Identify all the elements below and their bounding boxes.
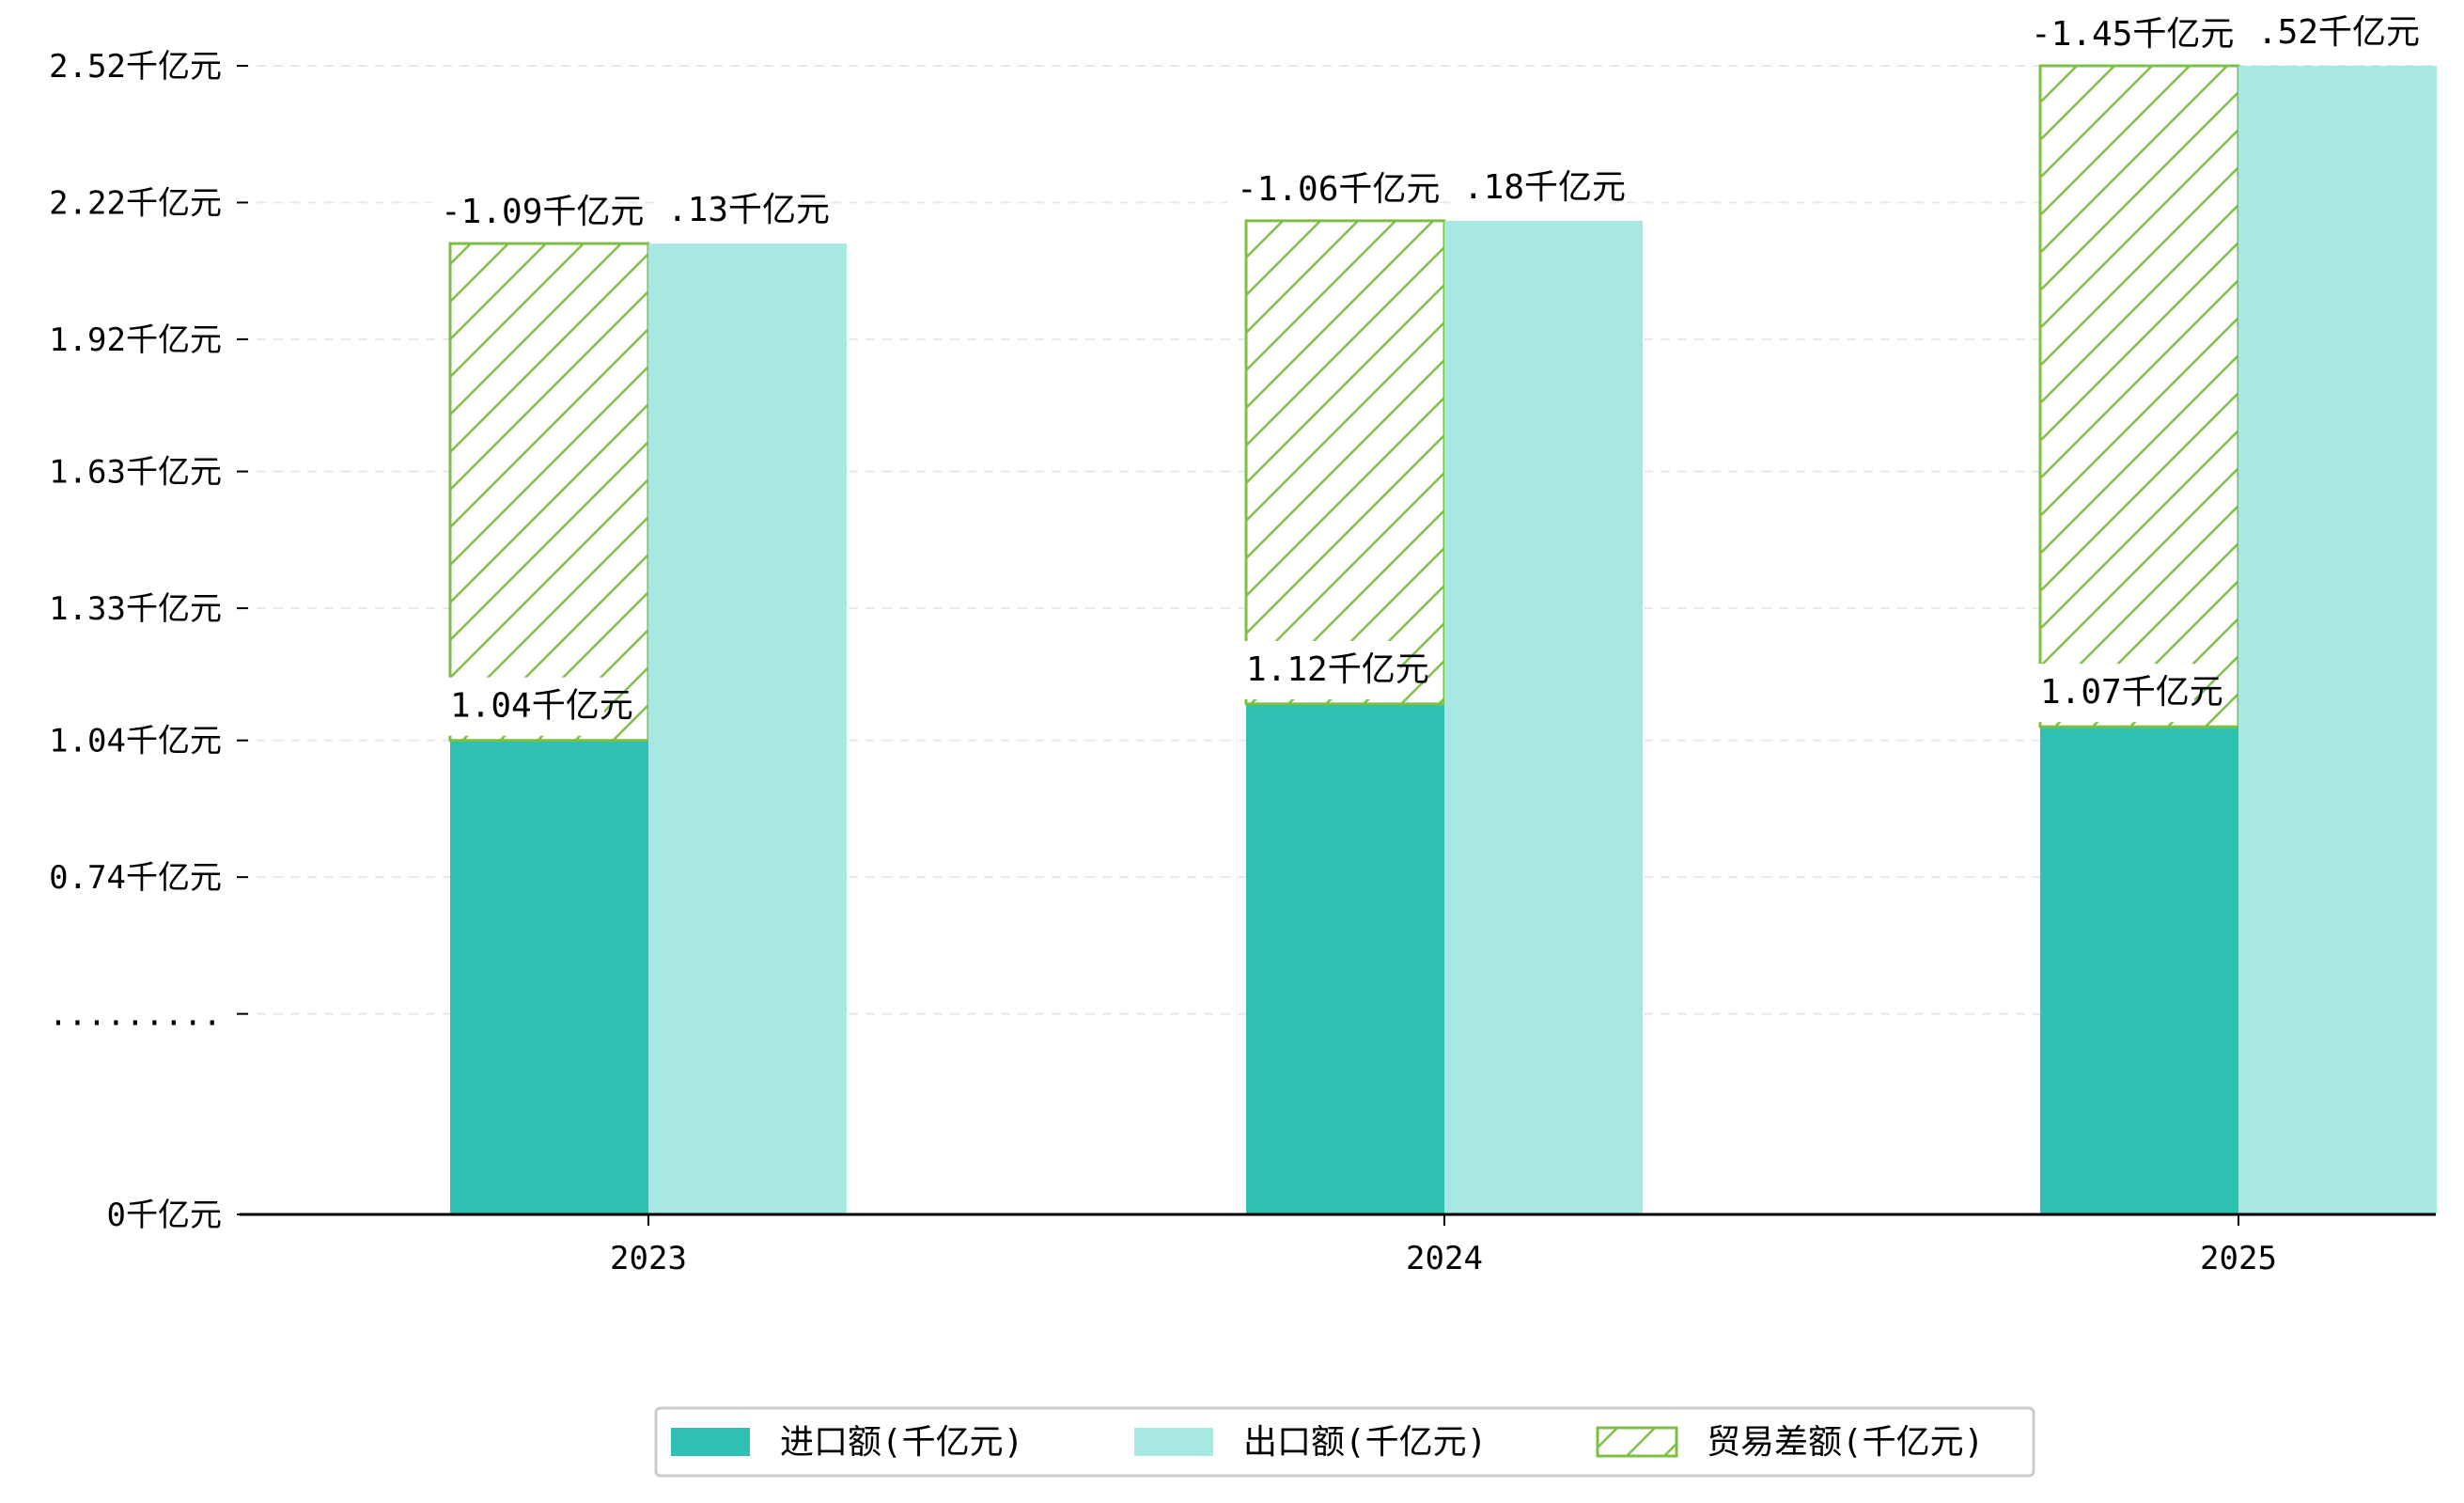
import-label-group: 1.07千亿元	[2031, 664, 2223, 723]
y-tick-label-3: 1.04千亿元	[49, 723, 222, 760]
export-label-box	[2248, 4, 2391, 62]
x-tick-label-2025: 2025	[2200, 1240, 2277, 1277]
import-label-group: 1.04千亿元	[441, 677, 633, 736]
balance-label: -1.45千亿元	[2031, 15, 2234, 54]
legend-label-export: 出口额(千亿元)	[1243, 1423, 1487, 1462]
balance-bar	[448, 242, 650, 743]
import-bar	[450, 740, 648, 1214]
balance-label-box	[431, 183, 616, 243]
legend-swatch-import	[671, 1428, 750, 1456]
balance-label-box	[1227, 160, 1411, 219]
export-bar	[648, 243, 847, 1215]
export-bar	[2238, 66, 2437, 1214]
x-tick-label-2023: 2023	[610, 1240, 687, 1277]
import-label: 1.12千亿元	[1246, 650, 1429, 689]
import-label: 1.04千亿元	[450, 687, 633, 726]
export-label-group: .18千亿元	[1454, 158, 1626, 217]
y-tick-label-7: 2.22千亿元	[49, 184, 222, 222]
export-label: .18千亿元	[1463, 168, 1626, 207]
balance-label: -1.06千亿元	[1237, 170, 1440, 209]
legend-label-import: 进口额(千亿元)	[780, 1423, 1023, 1462]
balance-label-group: -1.45千亿元	[2021, 6, 2234, 64]
export-label-group: .52千亿元	[2248, 4, 2420, 62]
bars	[448, 64, 2437, 1215]
bar-labels: -1.09千亿元 .13千亿元 1.04千亿元 -1.06千亿元 .18千亿元 1.12千…	[431, 4, 2420, 736]
balance-label-box	[2021, 6, 2206, 64]
export-label: .13千亿元	[667, 191, 830, 229]
import-bar	[1246, 703, 1444, 1214]
x-tick-label-2024: 2024	[1406, 1240, 1483, 1277]
export-label-group: .13千亿元	[658, 181, 830, 241]
balance-label-group: -1.06千亿元	[1227, 160, 1440, 219]
y-tick-label-4: 1.33千亿元	[49, 590, 222, 628]
y-tick-label-8: 2.52千亿元	[49, 48, 222, 86]
balance-label: -1.09千亿元	[441, 193, 644, 231]
import-bar	[2040, 727, 2238, 1214]
export-label: .52千亿元	[2257, 13, 2420, 52]
y-tick-label-6: 1.92千亿元	[49, 321, 222, 359]
y-tick-label-0: 0千亿元	[107, 1197, 222, 1234]
y-tick-label-2: 0.74千亿元	[49, 859, 222, 897]
export-label-box	[658, 181, 801, 241]
y-tick-label-1: .........	[49, 996, 222, 1034]
balance-bar	[1244, 219, 1446, 706]
export-bar	[1444, 220, 1643, 1214]
import-label: 1.07千亿元	[2040, 673, 2223, 712]
legend-swatch-balance	[1596, 1426, 1678, 1458]
export-label-box	[1454, 158, 1597, 217]
import-label-group: 1.12千亿元	[1237, 640, 1429, 699]
legend-frame	[654, 1406, 2035, 1478]
legend: 进口额(千亿元) 出口额(千亿元) 贸易差额(千亿元)	[654, 1406, 2035, 1478]
legend-label-balance: 贸易差额(千亿元)	[1707, 1423, 1984, 1462]
balance-bar	[2038, 64, 2240, 728]
balance-label-group: -1.09千亿元	[431, 183, 644, 243]
import-label-box	[2031, 664, 2194, 723]
import-label-box	[1237, 640, 1400, 699]
import-label-box	[441, 677, 604, 736]
axes: 0千亿元......... 0.74千亿元 1.04千亿元 1.33千亿元 1.63千亿…	[49, 48, 2436, 1277]
y-tick-label-5: 1.63千亿元	[49, 454, 222, 492]
legend-swatch-export	[1134, 1428, 1213, 1456]
